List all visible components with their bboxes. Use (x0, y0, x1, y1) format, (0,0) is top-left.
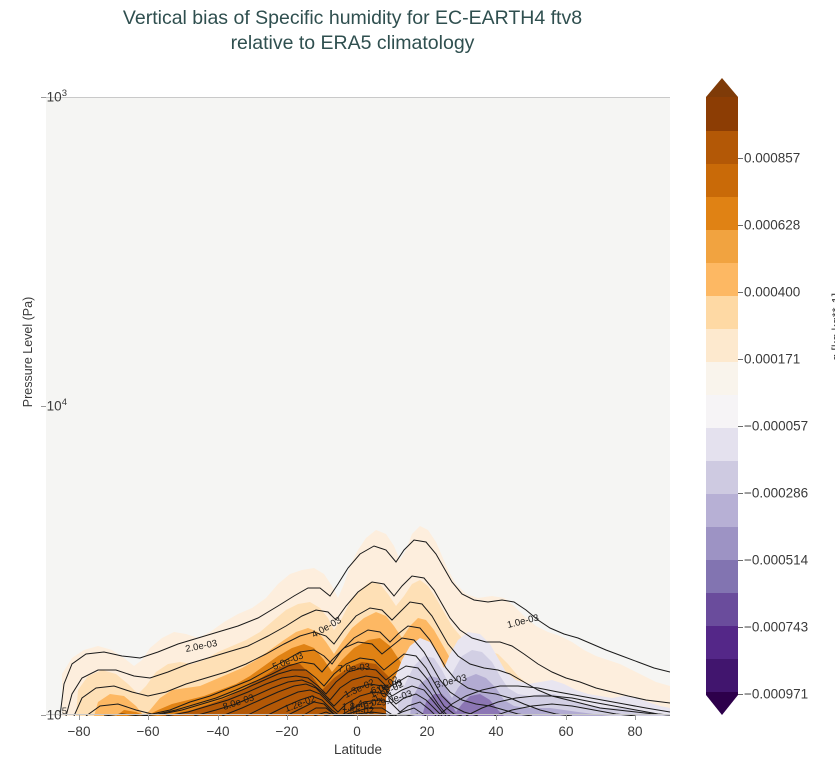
ytick-mantissa: 10 (46, 707, 62, 723)
x-axis-label: Latitude (333, 742, 383, 757)
ytick-mantissa: 10 (46, 89, 62, 105)
xtick-label: −60 (136, 724, 160, 739)
colorbar-tick-label: −0.000743 (744, 619, 809, 635)
ytick-exponent: 3 (61, 88, 67, 99)
colorbar-band (706, 428, 738, 461)
colorbar-band (706, 329, 738, 362)
xtick-mark (357, 715, 358, 720)
xtick-mark (218, 715, 219, 720)
colorbar-tick-label: 0.000628 (744, 217, 801, 233)
chart-title: Vertical bias of Specific humidity for E… (122, 7, 583, 54)
contour-line (437, 685, 670, 716)
colorbar-tick-label: 0.000857 (744, 150, 801, 166)
contour-line (265, 695, 437, 716)
colorbar-band (706, 97, 738, 131)
colorbar-band (706, 362, 738, 395)
ytick-mark (41, 97, 46, 98)
contour-line (493, 703, 637, 716)
xtick-mark (635, 715, 636, 720)
colorbar-band (706, 197, 738, 230)
ytick-exponent: 4 (61, 397, 67, 408)
colorbar-tick-mark (738, 627, 743, 628)
colorbar-tick-mark (738, 292, 743, 293)
contour-line (165, 665, 463, 716)
colorbar-band (706, 527, 738, 560)
contour-line (193, 675, 451, 716)
ytick-label-1e4: 104 (46, 397, 67, 414)
colorbar-band (706, 560, 738, 593)
contour-line (333, 714, 368, 716)
contour-line (285, 701, 427, 716)
colorbar-band (706, 164, 738, 197)
xtick-mark (427, 715, 428, 720)
y-axis-label: Pressure Level (Pa) (21, 296, 35, 408)
colorbar-tick-mark (738, 359, 743, 360)
ytick-label-1e5: 105 (46, 706, 67, 723)
xtick-mark (496, 715, 497, 720)
ytick-exponent: 5 (61, 706, 67, 717)
xtick-label: 40 (488, 724, 504, 739)
contour-line (221, 683, 447, 716)
xtick-label: −40 (206, 724, 230, 739)
colorbar-tick-label: −0.000971 (744, 686, 809, 702)
colorbar-tick-mark (738, 426, 743, 427)
colorbar-axis-label: q [kg kg**-1] (830, 292, 835, 361)
colorbar-under-arrow (706, 695, 738, 715)
contour-plot (59, 526, 670, 716)
colorbar (706, 78, 738, 715)
xtick-label: −80 (67, 724, 91, 739)
colorbar-tick-label: −0.000057 (744, 418, 809, 434)
colorbar-band (706, 131, 738, 164)
contour-line (59, 539, 670, 716)
contour-lines (59, 539, 670, 716)
colorbar-band (706, 494, 738, 527)
colorbar-over-arrow (706, 78, 738, 97)
colorbar-tick-label: 0.000171 (744, 351, 801, 367)
colorbar-tick-label: −0.000286 (744, 485, 809, 501)
colorbar-band (706, 626, 738, 659)
colorbar-band (706, 593, 738, 626)
colorbar-tick-mark (738, 225, 743, 226)
colorbar-tick-label: −0.000514 (744, 552, 809, 568)
colorbar-band (706, 395, 738, 428)
colorbar-tick-mark (738, 158, 743, 159)
fill-band-neg-3 (410, 674, 610, 716)
xtick-label: 80 (627, 724, 643, 739)
xtick-mark (79, 715, 80, 720)
xtick-mark (566, 715, 567, 720)
ytick-mantissa: 10 (46, 398, 62, 414)
plot-area: 2.0e-03 4.0e-03 5.0e-03 7.0e-03 8.0e-03 … (46, 97, 670, 716)
colorbar-tick-mark (738, 493, 743, 494)
contour-line (465, 695, 670, 716)
contour-line (85, 625, 573, 716)
xtick-label: −20 (275, 724, 299, 739)
contour-line (245, 689, 443, 716)
ytick-mark (41, 406, 46, 407)
xtick-mark (148, 715, 149, 720)
x-axis-spine (46, 714, 670, 715)
colorbar-band (706, 230, 738, 263)
colorbar-band (706, 296, 738, 329)
xtick-label: 60 (558, 724, 574, 739)
contour-line (103, 637, 533, 716)
xtick-label: 0 (353, 724, 361, 739)
colorbar-tick-mark (738, 694, 743, 695)
fill-band-pos-5 (158, 662, 452, 716)
colorbar-band (706, 659, 738, 692)
colorbar-tick-label: 0.000400 (744, 284, 801, 300)
colorbar-band (706, 263, 738, 296)
ytick-label-1e3: 103 (46, 88, 67, 105)
contour-line (65, 575, 670, 716)
contour-line (141, 653, 479, 716)
contour-line (313, 711, 402, 716)
fill-band-neg-4 (422, 694, 504, 716)
colorbar-tick-mark (738, 560, 743, 561)
xtick-mark (287, 715, 288, 720)
colorbar-band (706, 461, 738, 494)
xtick-label: 20 (419, 724, 435, 739)
ytick-mark (41, 715, 46, 716)
colorbar-band (706, 692, 738, 695)
